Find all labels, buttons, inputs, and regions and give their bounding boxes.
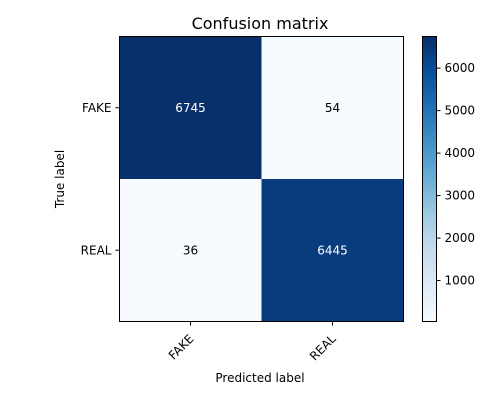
cell-value-label-1-1: 6445 — [317, 243, 348, 257]
plot-frame — [119, 36, 404, 322]
heatmap-cell-0-0 — [119, 36, 262, 179]
colorbar — [422, 36, 437, 322]
x-axis-ticks: FAKE REAL — [166, 321, 339, 364]
cell-value-label-0-1: 54 — [325, 101, 340, 115]
cell-value-label-0-0: 6745 — [175, 101, 206, 115]
chart-title: Confusion matrix — [192, 14, 329, 33]
heatmap-cell-1-0 — [119, 179, 262, 322]
colorbar-tick-label: 5000 — [445, 104, 476, 118]
heatmap-cell-1-1 — [261, 179, 404, 322]
heatmap-cell-labels: 6745 54 36 6445 — [175, 101, 348, 258]
y-tick-label: FAKE — [82, 101, 111, 115]
y-tick-label: REAL — [81, 243, 112, 257]
x-tick-label: FAKE — [166, 332, 197, 363]
colorbar-tick-label: 4000 — [445, 146, 476, 160]
y-axis-ticks: FAKE REAL — [81, 101, 120, 257]
colorbar-tick-label: 2000 — [445, 231, 476, 245]
x-tick-label: REAL — [307, 332, 339, 364]
colorbar-tick-label: 1000 — [445, 274, 476, 288]
cell-value-label-1-0: 36 — [183, 243, 198, 257]
x-axis-label: Predicted label — [215, 371, 304, 385]
colorbar-tick-label: 3000 — [445, 189, 476, 203]
heatmap-cell-0-1 — [261, 36, 404, 179]
y-axis-label: True label — [53, 150, 67, 209]
heatmap-cells — [119, 36, 404, 322]
colorbar-ticks: 1000 2000 3000 4000 5000 6000 — [436, 61, 476, 288]
colorbar-tick-label: 6000 — [445, 61, 476, 75]
